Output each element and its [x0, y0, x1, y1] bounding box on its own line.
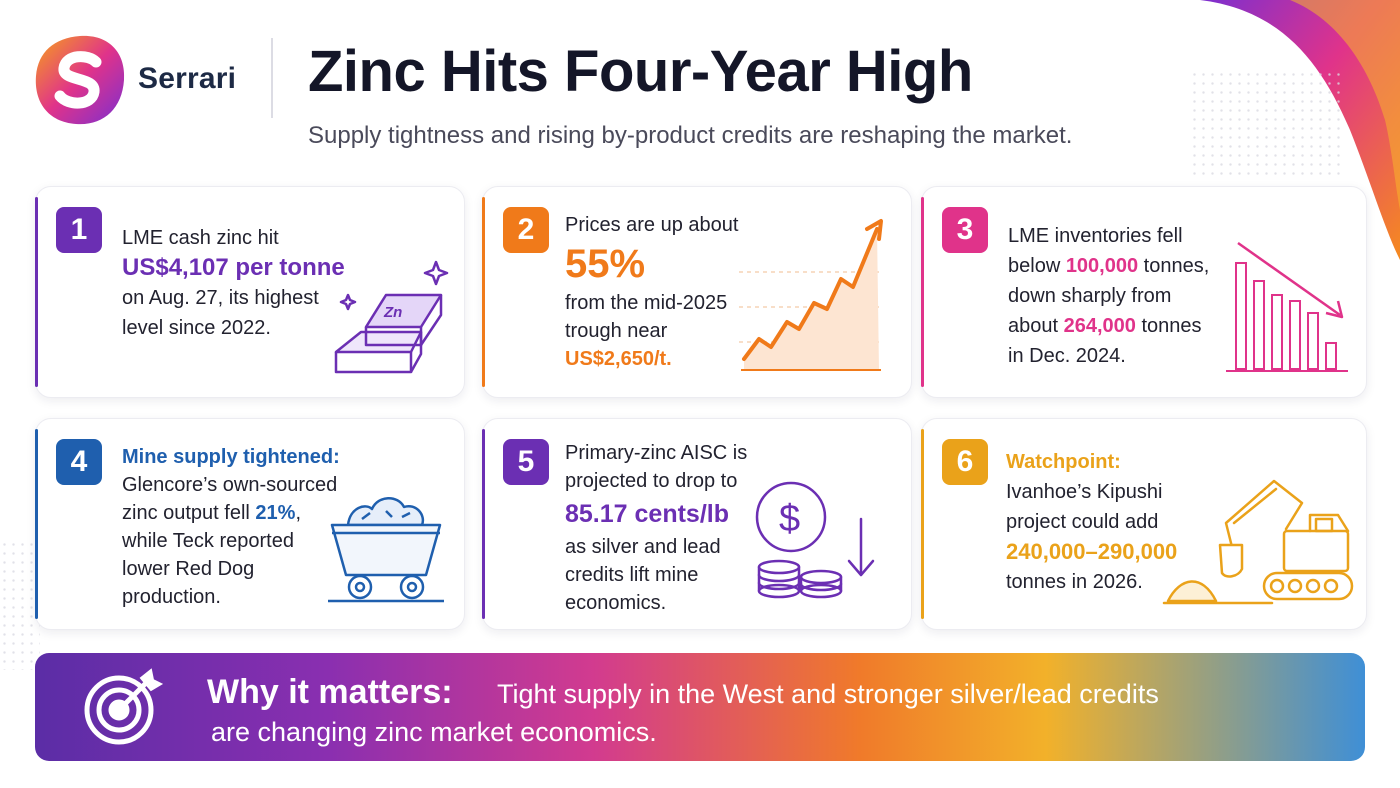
banner-body-line: are changing zinc market economics.	[211, 717, 657, 747]
card-text-line: in Dec. 2024.	[1008, 345, 1126, 367]
why-it-matters-banner: Why it matters: Tight supply in the West…	[35, 653, 1365, 761]
banner-body-line: Tight supply in the West and stronger si…	[497, 679, 1159, 709]
card-text-line: below 100,000 tonnes,	[1008, 255, 1210, 277]
card-accent-bar	[482, 197, 485, 387]
card-text-line: lower Red Dog	[122, 558, 255, 580]
falling-bars-icon	[1226, 241, 1348, 372]
card-text: Mine supply tightened: Glencore’s own-so…	[122, 443, 340, 611]
card-lme-cash-zinc: 1 LME cash zinc hit US$4,107 per tonne o…	[35, 186, 465, 398]
card-text-line: trough near	[565, 320, 668, 342]
card-text-line: down sharply from	[1008, 285, 1172, 307]
card-text-line: LME inventories fell	[1008, 225, 1183, 247]
card-mine-supply: 4 Mine supply tightened: Glencore’s own-…	[35, 418, 465, 630]
card-text-line: Prices are up about	[565, 214, 739, 236]
page-title: Zinc Hits Four-Year High	[308, 39, 973, 104]
banner-heading: Why it matters:	[207, 673, 453, 711]
card-number-badge: 1	[56, 207, 102, 253]
svg-text:Zn: Zn	[383, 304, 402, 321]
page-subtitle: Supply tightness and rising by-product c…	[308, 122, 1073, 149]
card-number-badge: 4	[56, 439, 102, 485]
dot-pattern-decoration	[1190, 70, 1340, 180]
card-highlight-value: 21%	[255, 502, 296, 524]
card-text-line: from the mid-2025	[565, 292, 728, 314]
card-number-badge: 5	[503, 439, 549, 485]
card-watchpoint-kipushi: 6 Watchpoint: Ivanhoe’s Kipushi project …	[921, 418, 1367, 630]
card-text-line: Primary-zinc AISC is	[565, 442, 748, 464]
card-accent-bar	[35, 429, 38, 619]
mine-cart-icon	[328, 497, 444, 603]
card-highlight-value: 55%	[565, 242, 646, 286]
card-primary-zinc-aisc: 5 Primary-zinc AISC is projected to drop…	[482, 418, 912, 630]
card-text-line: Ivanhoe’s Kipushi	[1006, 481, 1163, 503]
card-accent-bar	[921, 197, 924, 387]
card-text-line: as silver and lead	[565, 536, 721, 558]
card-text: LME inventories fell below 100,000 tonne…	[1008, 221, 1209, 371]
card-number-badge: 3	[942, 207, 988, 253]
dot-pattern-decoration-left	[0, 540, 40, 670]
card-accent-bar	[35, 197, 38, 387]
target-icon	[84, 668, 163, 745]
card-accent-bar	[482, 429, 485, 619]
zinc-ingot-icon: Zn	[334, 260, 449, 374]
card-text-line: tonnes in 2026.	[1006, 571, 1143, 593]
dollar-coins-down-icon: $	[755, 481, 875, 599]
brand-name: Serrari	[138, 62, 237, 95]
svg-text:$: $	[779, 498, 800, 540]
card-text-line: projected to drop to	[565, 470, 738, 492]
card-accent-bar	[921, 429, 924, 619]
serrari-logo-icon	[35, 35, 125, 125]
card-text-line: Glencore’s own-sourced	[122, 474, 338, 496]
card-text-line: while Teck reported	[122, 530, 294, 552]
card-text-line: zinc output fell 21%,	[122, 502, 302, 524]
card-text: LME cash zinc hit US$4,107 per tonne on …	[122, 223, 345, 343]
card-text-line: economics.	[565, 592, 667, 614]
card-highlight-value: 264,000	[1063, 315, 1136, 337]
card-highlight-value: 85.17 cents/lb	[565, 500, 729, 528]
card-text-line: on Aug. 27, its highest	[122, 287, 319, 309]
card-highlight-value: US$4,107 per tonne	[122, 254, 345, 281]
corner-swoosh-decoration	[1200, 0, 1400, 260]
card-number-badge: 6	[942, 439, 988, 485]
card-highlight-value: US$2,650/t.	[565, 348, 672, 370]
card-text: Prices are up about 55% from the mid-202…	[565, 211, 738, 373]
card-price-rise: 2 Prices are up about 55% from the mid-2…	[482, 186, 912, 398]
rising-chart-icon	[739, 219, 883, 371]
excavator-icon	[1162, 479, 1354, 605]
card-highlight-value: Mine supply tightened:	[122, 446, 340, 468]
card-text-line: LME cash zinc hit	[122, 227, 279, 249]
card-highlight-value: 100,000	[1065, 255, 1139, 277]
card-text-line: production.	[122, 586, 221, 608]
card-lme-inventories: 3 LME inventories fell below 100,000 ton…	[921, 186, 1367, 398]
card-text-line: credits lift mine	[565, 564, 699, 586]
card-text-line: level since 2022.	[122, 317, 271, 339]
card-text: Watchpoint: Ivanhoe’s Kipushi project co…	[1006, 447, 1177, 597]
card-text-line: about 264,000 tonnes	[1008, 315, 1202, 337]
card-number-badge: 2	[503, 207, 549, 253]
card-highlight-value: Watchpoint:	[1006, 451, 1121, 473]
card-text-line: project could add	[1006, 511, 1159, 533]
card-text: Primary-zinc AISC is projected to drop t…	[565, 439, 747, 617]
header-divider	[271, 38, 273, 118]
card-highlight-value: 240,000–290,000	[1006, 539, 1178, 564]
